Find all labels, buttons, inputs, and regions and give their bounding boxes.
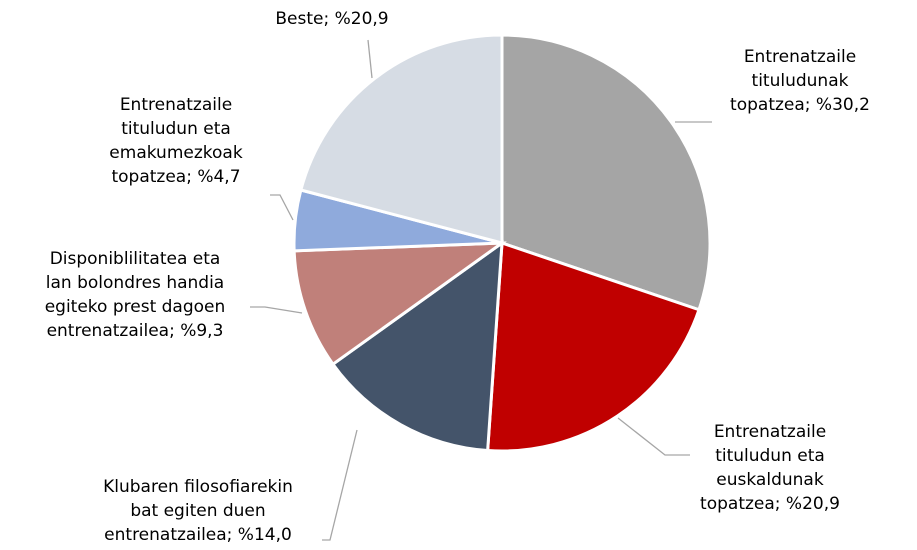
leader-line bbox=[250, 306, 303, 314]
pie-slice bbox=[486, 240, 701, 453]
leader-line bbox=[322, 429, 358, 541]
slice-label: Disponiblilitatea eta lan bolondres handi… bbox=[45, 249, 226, 341]
pie-slice bbox=[299, 33, 504, 245]
leader-line bbox=[367, 39, 373, 79]
leader-line bbox=[617, 417, 690, 456]
slice-label: Beste; %20,9 bbox=[275, 9, 388, 29]
slice-label: Klubaren filosofiarekin bat egiten duen en… bbox=[103, 477, 293, 545]
slice-label: Entrenatzaile tituludun eta emakumezkoak to… bbox=[109, 95, 243, 187]
pie-slice bbox=[330, 239, 504, 453]
pie-slice bbox=[500, 33, 712, 312]
slice-label: Entrenatzaile tituludunak topatzea; %30,2 bbox=[730, 47, 870, 115]
leader-line bbox=[270, 194, 294, 221]
slice-label: Entrenatzaile tituludun eta euskaldunak top… bbox=[700, 422, 840, 514]
pie-slice bbox=[292, 241, 507, 367]
